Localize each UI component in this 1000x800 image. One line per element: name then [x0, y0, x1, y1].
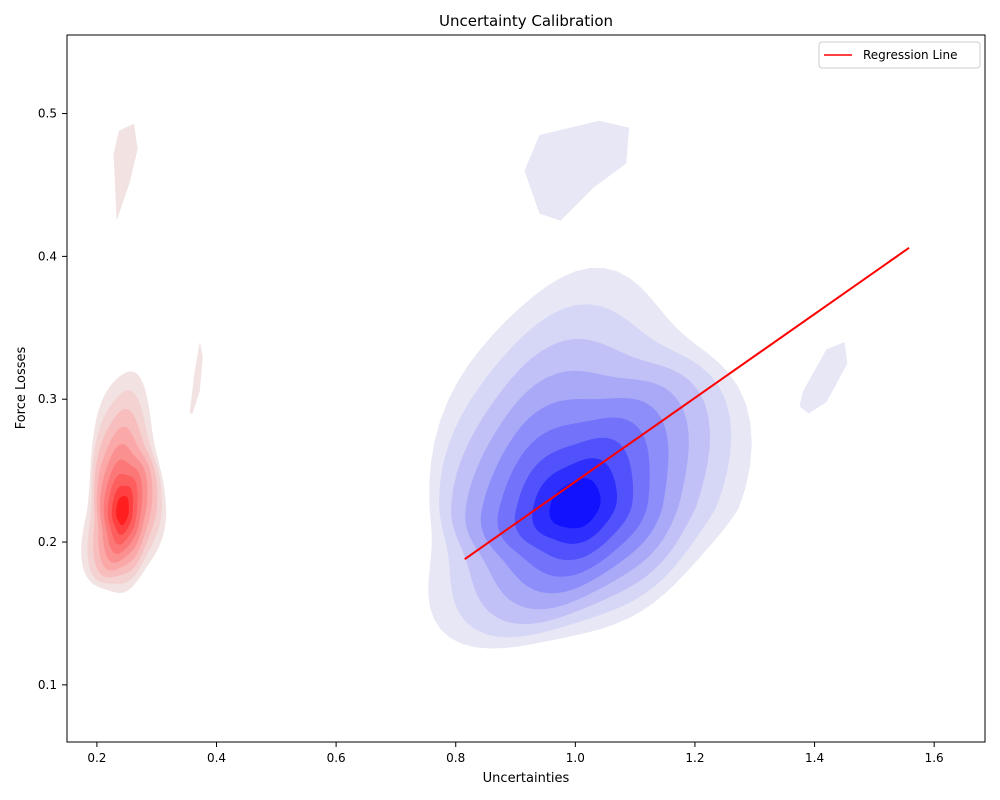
legend-box [818, 41, 981, 69]
y-tick-label: 0.2 [38, 535, 57, 549]
regression-layer [464, 246, 910, 560]
density-blue-lobe-upper [524, 120, 630, 221]
x-tick-label: 1.6 [925, 751, 944, 765]
density-red-lobe-upper [113, 123, 138, 221]
legend-label-regression-line: Regression Line [863, 48, 957, 62]
legend: Regression Line [818, 41, 981, 69]
x-tick-label: 0.8 [446, 751, 465, 765]
y-tick-label: 0.4 [38, 249, 57, 263]
density-red-contour-9 [116, 495, 129, 526]
density-red [81, 123, 203, 593]
density-red-lobe-right [189, 342, 203, 414]
x-tick-label: 1.0 [566, 751, 585, 765]
plot-frame [66, 34, 986, 743]
x-tick-label: 1.4 [805, 751, 824, 765]
regression-line [464, 246, 910, 560]
y-tick-label: 0.3 [38, 392, 57, 406]
y-tick-label: 0.5 [38, 107, 57, 121]
x-tick-label: 0.2 [87, 751, 106, 765]
density-blue-lobe-right [799, 342, 848, 414]
chart-title: Uncertainty Calibration [439, 12, 613, 30]
x-tick-label: 1.2 [685, 751, 704, 765]
x-axis-title: Uncertainties [483, 771, 570, 786]
y-axis-title: Force Losses [14, 346, 29, 429]
x-axis-ticks: 0.2 0.4 0.6 0.8 1.0 1.2 1.4 1.6 [87, 742, 944, 765]
y-axis-ticks: 0.1 0.2 0.3 0.4 0.5 [38, 107, 67, 692]
y-tick-label: 0.1 [38, 678, 57, 692]
density-blue [428, 120, 848, 649]
x-tick-label: 0.6 [327, 751, 346, 765]
x-tick-label: 0.4 [207, 751, 226, 765]
